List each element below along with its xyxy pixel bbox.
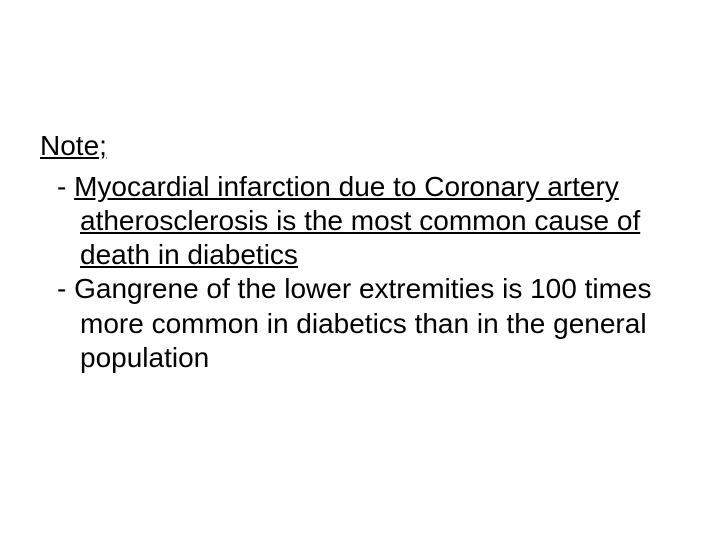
list-item: - Gangrene of the lower extremities is 1… — [40, 272, 672, 374]
bullet-text-plain: Gangrene of the lower extremities is 100… — [74, 273, 651, 372]
slide: Note; - Myocardial infarction due to Cor… — [0, 0, 720, 540]
bullet-list: - Myocardial infarction due to Coronary … — [40, 170, 672, 375]
note-heading: Note; — [40, 130, 672, 162]
bullet-marker: - — [57, 171, 74, 202]
bullet-text-underlined: Myocardial infarction due to Coronary ar… — [74, 171, 640, 270]
bullet-marker: - — [57, 273, 74, 304]
list-item: - Myocardial infarction due to Coronary … — [40, 170, 672, 272]
